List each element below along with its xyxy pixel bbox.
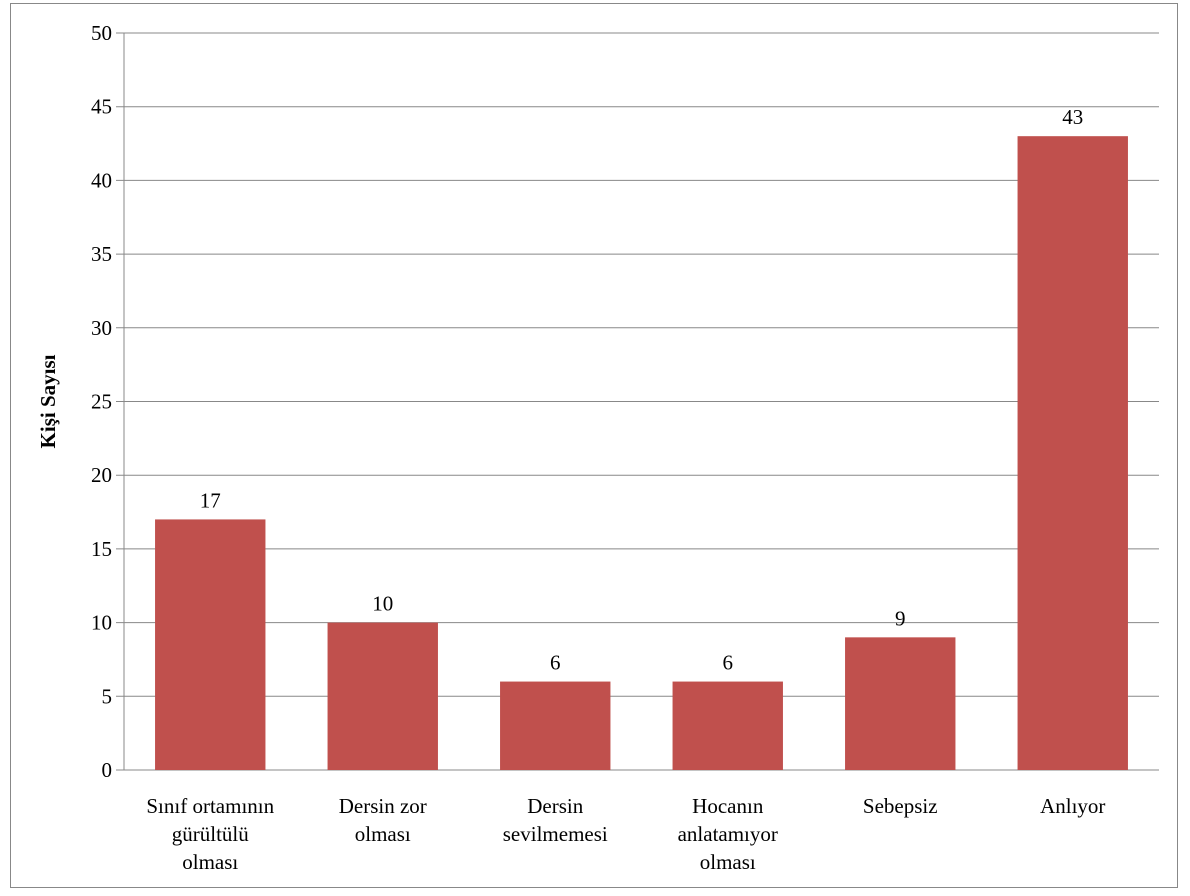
y-tick-label: 40	[91, 168, 112, 192]
y-axis-tick-labels: 0 5 10 15 20 25 30 35 40 45 50	[91, 21, 112, 782]
bar	[500, 681, 611, 770]
bar	[1017, 136, 1128, 770]
chart-frame: 0 5 10 15 20 25 30 35 40 45 50 Sınıf ortamının gürü…	[10, 3, 1178, 888]
bar	[672, 681, 783, 770]
y-tick-label: 0	[102, 758, 113, 782]
x-category-label-line: sevilmemesi	[503, 822, 608, 846]
y-tick-label: 20	[91, 463, 112, 487]
x-category-label-line: olması	[182, 850, 238, 874]
x-category-label: Hocanın anlatamıyor olması	[678, 794, 778, 874]
x-category-label-line: Dersin zor	[339, 794, 427, 818]
data-label: 9	[895, 606, 906, 630]
x-category-label-line: Sebepsiz	[863, 794, 938, 818]
y-tick-label: 30	[91, 316, 112, 340]
x-category-label: Sebepsiz	[863, 794, 938, 818]
x-category-label-line: Hocanın	[692, 794, 764, 818]
x-category-label: Dersin zor olması	[339, 794, 427, 846]
y-tick-label: 10	[91, 611, 112, 635]
data-label: 6	[723, 651, 734, 675]
y-tick-label: 25	[91, 390, 112, 414]
bar-chart: 0 5 10 15 20 25 30 35 40 45 50 Sınıf ortamının gürü…	[36, 21, 1159, 874]
bars	[155, 136, 1128, 770]
x-category-label-line: olması	[700, 850, 756, 874]
x-category-label: Sınıf ortamının gürültülü olması	[146, 794, 274, 874]
x-category-label-line: anlatamıyor	[678, 822, 778, 846]
x-category-label-line: olması	[355, 822, 411, 846]
data-label: 17	[200, 488, 221, 512]
bar	[155, 519, 266, 770]
y-tick-label: 5	[102, 684, 113, 708]
data-label: 10	[372, 592, 393, 616]
x-category-label: Dersin sevilmemesi	[503, 794, 608, 846]
y-tick-label: 45	[91, 95, 112, 119]
y-axis-title: Kişi Sayısı	[36, 354, 60, 448]
y-tick-label: 35	[91, 242, 112, 266]
x-category-label-line: Dersin	[527, 794, 583, 818]
bar	[327, 622, 438, 770]
x-category-label-line: gürültülü	[172, 822, 249, 846]
x-category-label-line: Anlıyor	[1040, 794, 1105, 818]
x-category-label: Anlıyor	[1040, 794, 1105, 818]
data-label: 43	[1062, 105, 1083, 129]
x-category-label-line: Sınıf ortamının	[146, 794, 274, 818]
data-label: 6	[550, 651, 561, 675]
y-tick-label: 50	[91, 21, 112, 45]
bar	[845, 637, 956, 770]
data-labels: 17 10 6 6 9 43	[200, 105, 1084, 674]
y-tick-label: 15	[91, 537, 112, 561]
gridlines	[116, 32, 1159, 771]
